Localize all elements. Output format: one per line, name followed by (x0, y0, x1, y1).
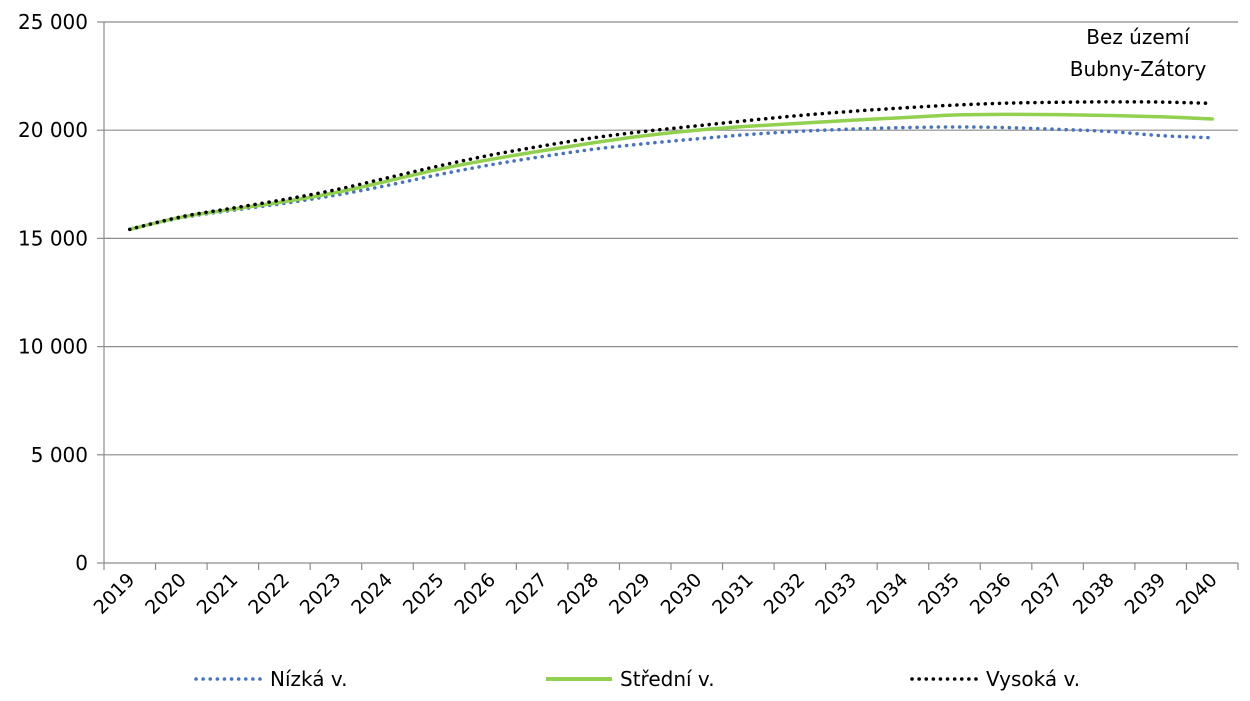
annotation-line-1: Bez území (1086, 25, 1191, 49)
series-line-vysok-v (128, 100, 1214, 232)
series-line-n-zk-v (128, 125, 1214, 232)
legend-label: Vysoká v. (986, 667, 1080, 691)
x-tick-label: 2029 (605, 569, 655, 619)
x-tick-label: 2019 (90, 569, 140, 619)
x-tick-label: 2032 (760, 569, 810, 619)
y-tick-label: 15 000 (18, 226, 88, 250)
x-tick-label: 2027 (502, 569, 552, 619)
axes (97, 21, 1239, 570)
y-tick-label: 0 (75, 551, 88, 575)
x-tick-label: 2040 (1172, 569, 1222, 619)
gridlines (104, 21, 1238, 456)
legend-item: Vysoká v. (910, 667, 1080, 691)
x-tick-label: 2033 (811, 569, 861, 619)
x-tick-label: 2031 (708, 569, 758, 619)
x-tick-label: 2028 (553, 569, 603, 619)
chart-annotation: Bez území Bubny-Zátory (1070, 25, 1207, 81)
x-tick-label: 2026 (450, 569, 500, 619)
x-tick-label: 2021 (193, 569, 243, 619)
x-tick-label: 2037 (1017, 569, 1067, 619)
series-lines (128, 100, 1214, 232)
x-tick-label: 2024 (347, 569, 397, 619)
annotation-line-2: Bubny-Zátory (1070, 57, 1207, 81)
x-tick-label: 2030 (657, 569, 707, 619)
legend-item: Střední v. (546, 667, 715, 691)
x-tick-label: 2022 (244, 569, 294, 619)
legend: Nízká v. Střední v. Vysoká v. (194, 667, 1080, 691)
x-tick-label: 2025 (399, 569, 449, 619)
x-tick-label: 2039 (1120, 569, 1170, 619)
legend-label: Střední v. (620, 667, 715, 691)
x-tick-label: 2034 (863, 569, 913, 619)
y-tick-label: 20 000 (18, 118, 88, 142)
y-tick-label: 10 000 (18, 335, 88, 359)
x-tick-label: 2036 (966, 569, 1016, 619)
x-tick-label: 2020 (141, 569, 191, 619)
legend-item: Nízká v. (194, 667, 348, 691)
y-tick-label: 25 000 (18, 10, 88, 34)
y-tick-labels: 0 5 000 10 000 15 000 20 000 25 000 (18, 10, 88, 575)
x-tick-labels: 2019 2020 2021 2022 2023 2024 2025 2026 2027 2028… (90, 569, 1222, 619)
series-line-st-edn-v (128, 112, 1214, 232)
y-tick-label: 5 000 (31, 443, 88, 467)
x-tick-label: 2038 (1069, 569, 1119, 619)
x-tick-label: 2035 (914, 569, 964, 619)
x-tick-label: 2023 (296, 569, 346, 619)
legend-label: Nízká v. (270, 667, 348, 691)
